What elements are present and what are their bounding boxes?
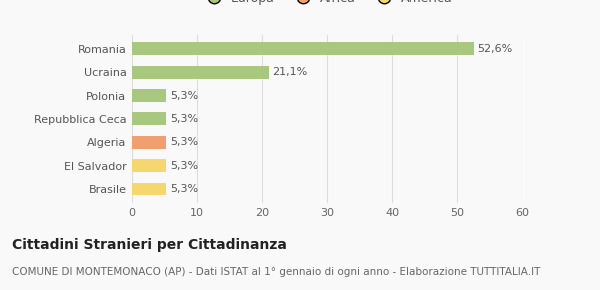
Text: 21,1%: 21,1%	[272, 67, 308, 77]
Bar	[132, 89, 166, 102]
Bar	[132, 66, 269, 79]
Legend: Europa, Africa, America: Europa, Africa, America	[197, 0, 457, 8]
Text: 5,3%: 5,3%	[170, 137, 198, 147]
Text: 5,3%: 5,3%	[170, 161, 198, 171]
Bar	[132, 113, 166, 125]
Bar	[132, 182, 166, 195]
Bar	[132, 136, 166, 149]
Text: 5,3%: 5,3%	[170, 90, 198, 101]
Text: 52,6%: 52,6%	[477, 44, 512, 54]
Text: Cittadini Stranieri per Cittadinanza: Cittadini Stranieri per Cittadinanza	[12, 238, 287, 252]
Text: 5,3%: 5,3%	[170, 114, 198, 124]
Bar	[132, 42, 474, 55]
Bar	[132, 159, 166, 172]
Text: COMUNE DI MONTEMONACO (AP) - Dati ISTAT al 1° gennaio di ogni anno - Elaborazion: COMUNE DI MONTEMONACO (AP) - Dati ISTAT …	[12, 267, 541, 277]
Text: 5,3%: 5,3%	[170, 184, 198, 194]
